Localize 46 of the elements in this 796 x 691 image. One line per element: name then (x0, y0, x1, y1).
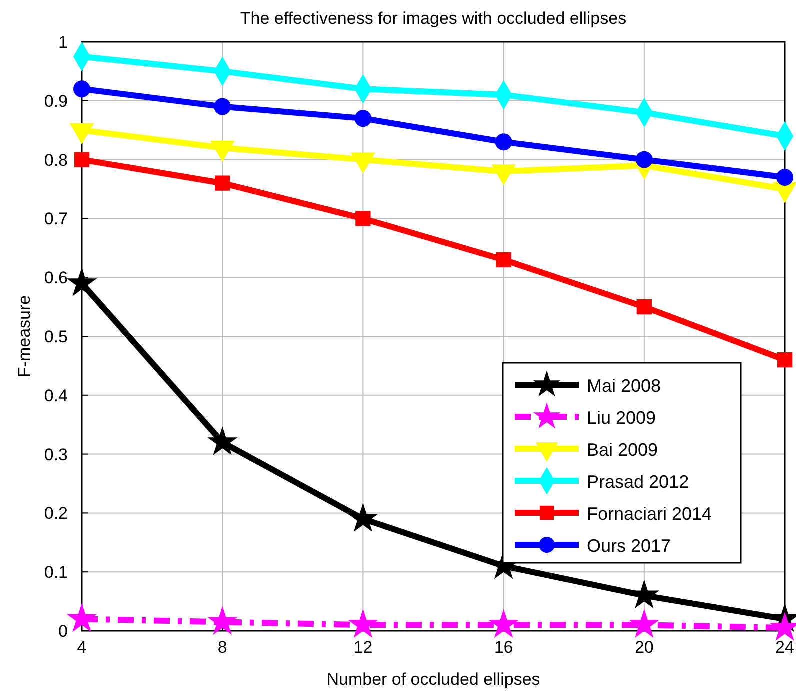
y-tick-label: 0.5 (44, 328, 68, 346)
point (354, 110, 372, 128)
point (630, 610, 659, 638)
x-tick-label: 16 (494, 638, 514, 657)
y-tick-label: 0 (58, 622, 68, 641)
point (777, 352, 793, 368)
y-tick-label: 0.3 (44, 445, 68, 464)
point (495, 134, 512, 151)
x-axis-title: Number of occluded ellipses (326, 670, 540, 689)
point (636, 299, 652, 315)
x-tick-label: 4 (77, 638, 87, 657)
legend-label: Bai 2009 (587, 440, 658, 460)
point (74, 80, 90, 98)
point (490, 610, 518, 638)
y-axis-title: F-measure (15, 295, 34, 378)
y-tick-label: 0.9 (44, 92, 68, 111)
x-tick-label: 8 (218, 638, 228, 657)
point (356, 211, 371, 226)
x-tick-label: 24 (776, 638, 794, 657)
point (496, 252, 512, 268)
x-tick-label: 20 (634, 638, 654, 657)
x-tick-label: 12 (354, 638, 373, 657)
legend-label: Prasad 2012 (587, 472, 690, 492)
y-tick-label: 0.4 (44, 386, 68, 406)
point (208, 428, 237, 455)
point (349, 610, 378, 638)
point (349, 504, 378, 532)
chart-title: The effectiveness for images with occluded ellipses (240, 9, 627, 28)
y-tick-label: 0.8 (44, 150, 68, 170)
point (776, 169, 794, 186)
legend-label: Liu 2009 (587, 408, 656, 428)
y-tick-label: 0.6 (44, 268, 68, 288)
point (74, 152, 90, 168)
y-tick-label: 0.2 (44, 504, 68, 524)
point (214, 98, 232, 116)
y-tick-label: 0.7 (44, 210, 68, 229)
y-tick-label: 1 (58, 33, 68, 52)
point (636, 151, 653, 168)
point (215, 176, 230, 191)
legend-label: Fornaciari 2014 (587, 504, 712, 524)
y-tick-label: 0.1 (44, 563, 68, 582)
point (208, 607, 237, 634)
legend-label: Mai 2008 (587, 376, 662, 396)
point (68, 268, 96, 296)
point (68, 604, 96, 632)
legend-label: Ours 2017 (587, 536, 672, 556)
